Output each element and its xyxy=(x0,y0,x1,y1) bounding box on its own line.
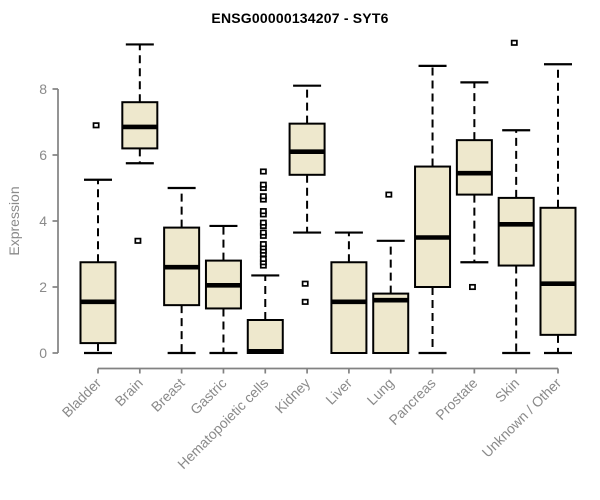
outlier-point xyxy=(259,241,267,248)
x-tick-label-bladder: Bladder xyxy=(59,375,105,421)
iqr-box xyxy=(414,165,452,288)
box-liver xyxy=(330,231,368,354)
y-tick-label: 6 xyxy=(39,147,47,163)
outlier-point xyxy=(510,39,518,46)
x-tick-label-breast: Breast xyxy=(148,375,188,415)
outlier-point xyxy=(259,208,267,215)
outlier-point xyxy=(259,219,267,226)
box-bladder xyxy=(79,122,117,355)
iqr-box xyxy=(455,139,493,196)
y-tick-label: 0 xyxy=(39,345,47,361)
box-pancreas xyxy=(414,64,452,355)
box-kidney xyxy=(288,84,326,305)
outlier-point xyxy=(385,191,393,198)
outlier-point xyxy=(259,229,267,236)
box-brain xyxy=(121,43,159,244)
y-tick-label: 8 xyxy=(39,81,47,97)
x-tick-label-prostate: Prostate xyxy=(432,375,480,423)
outlier-point xyxy=(92,122,100,129)
outlier-point xyxy=(259,255,267,263)
iqr-box xyxy=(288,122,326,176)
outlier-point xyxy=(259,193,267,200)
outlier-point xyxy=(134,237,142,244)
box-unknown-other xyxy=(539,63,577,355)
y-axis-label: Expression xyxy=(6,186,22,256)
x-tick-label-brain: Brain xyxy=(112,375,146,409)
outlier-point xyxy=(301,298,309,305)
outlier-point xyxy=(301,280,309,287)
iqr-box xyxy=(539,206,577,336)
x-tick-label-skin: Skin xyxy=(492,375,523,406)
iqr-box xyxy=(372,292,410,355)
iqr-box xyxy=(497,196,535,267)
chart-title: ENSG00000134207 - SYT6 xyxy=(211,10,389,26)
x-tick-label-lung: Lung xyxy=(364,375,397,408)
outlier-point xyxy=(469,283,476,291)
iqr-box xyxy=(246,319,284,354)
outlier-point xyxy=(259,181,267,188)
box-hematopoietic-cells xyxy=(246,168,284,354)
box-breast xyxy=(163,186,201,355)
iqr-box xyxy=(330,261,368,354)
x-tick-label-liver: Liver xyxy=(322,375,355,408)
y-tick-label: 2 xyxy=(39,279,47,295)
outlier-point xyxy=(259,168,267,175)
x-tick-label-unknown-other: Unknown / Other xyxy=(479,375,565,461)
box-gastric xyxy=(204,224,242,355)
y-tick-label: 4 xyxy=(39,213,47,229)
x-tick-label-kidney: Kidney xyxy=(272,375,314,417)
box-prostate xyxy=(455,81,493,291)
box-skin xyxy=(497,39,535,355)
box-lung xyxy=(372,191,410,355)
